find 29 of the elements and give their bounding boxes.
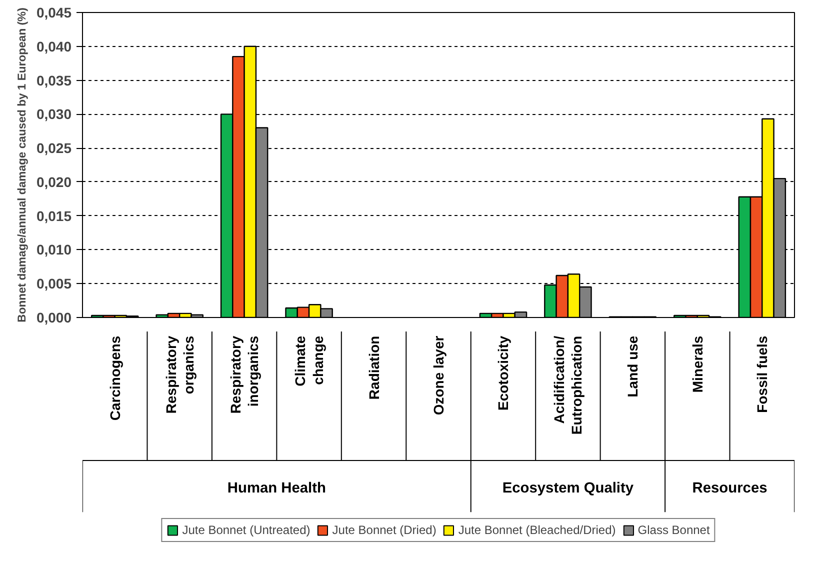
legend-label: Jute Bonnet (Dried) xyxy=(332,523,436,537)
x-tick-label: Respiratory organics xyxy=(162,336,196,414)
legend-label: Glass Bonnet xyxy=(638,523,710,537)
x-tick-label: Fossil fuels xyxy=(754,336,770,413)
x-tick-label: Ozone layer xyxy=(430,335,446,416)
y-axis-title: Bonnet damage/annual damage caused by 1 European (%) xyxy=(16,7,28,322)
y-tick-label: 0,020 xyxy=(36,174,72,190)
x-tick-label: Acidification/ Eutrophication xyxy=(551,336,585,435)
legend-label: Jute Bonnet (Untreated) xyxy=(182,523,310,537)
x-tick-label: Land use xyxy=(624,336,641,398)
y-tick-label: 0,010 xyxy=(36,242,72,258)
x-tick-label: Minerals xyxy=(689,336,706,393)
text: Resources xyxy=(692,480,768,496)
y-tick-label: 0,000 xyxy=(36,310,72,326)
x-tick-label: Climate change xyxy=(292,336,326,386)
legend-label: Jute Bonnet (Bleached/Dried) xyxy=(458,523,616,537)
x-tick-label: Ecotoxicity xyxy=(495,336,512,410)
text: Human Health xyxy=(227,480,326,496)
x-tick-label: Respiratory inorganics xyxy=(228,336,262,414)
x-tick-label: Carcinogens xyxy=(106,336,123,421)
text: Ecosystem Quality xyxy=(502,480,634,496)
y-tick-label: 0,040 xyxy=(36,38,72,54)
y-tick-label: 0,045 xyxy=(36,4,72,20)
y-tick-label: 0,025 xyxy=(36,140,72,156)
y-tick-label: 0,005 xyxy=(36,276,72,292)
y-tick-label: 0,015 xyxy=(36,208,72,224)
y-tick-label: 0,030 xyxy=(36,106,72,122)
y-tick-label: 0,035 xyxy=(36,72,72,88)
x-tick-label: Radiation xyxy=(366,336,382,400)
